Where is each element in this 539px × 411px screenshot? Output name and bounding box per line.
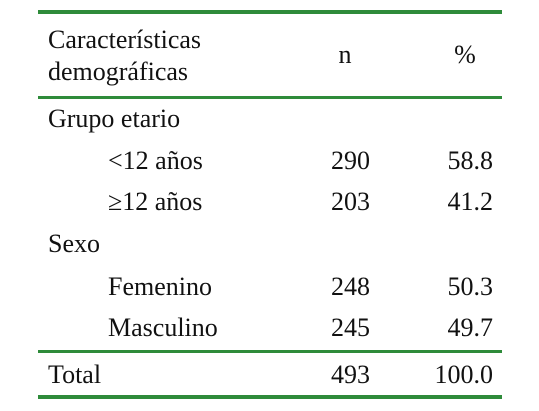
- cell-n: 290: [331, 146, 370, 175]
- cell-pct: 41.2: [447, 187, 494, 216]
- header-pct: %: [454, 40, 476, 69]
- row-label: Femenino: [108, 272, 212, 301]
- section-label: Sexo: [48, 229, 100, 258]
- header-rule: [38, 96, 502, 99]
- header-n: n: [338, 40, 352, 69]
- total-n: 493: [331, 360, 370, 389]
- total-label: Total: [48, 360, 102, 389]
- row-label: Masculino: [108, 313, 218, 342]
- row-label: <12 años: [108, 146, 203, 175]
- row-label: ≥12 años: [108, 187, 203, 216]
- total-pct: 100.0: [434, 360, 494, 389]
- cell-pct: 50.3: [447, 272, 494, 301]
- section-label: Grupo etario: [48, 104, 181, 133]
- cell-n: 245: [331, 313, 370, 342]
- cell-n: 203: [331, 187, 370, 216]
- total-rule: [38, 350, 502, 353]
- cell-pct: 49.7: [447, 313, 494, 342]
- top-rule: [38, 10, 502, 14]
- cell-pct: 58.8: [447, 146, 494, 175]
- bottom-rule: [38, 395, 502, 399]
- header-label: Características demográficas: [48, 25, 202, 86]
- cell-n: 248: [331, 272, 370, 301]
